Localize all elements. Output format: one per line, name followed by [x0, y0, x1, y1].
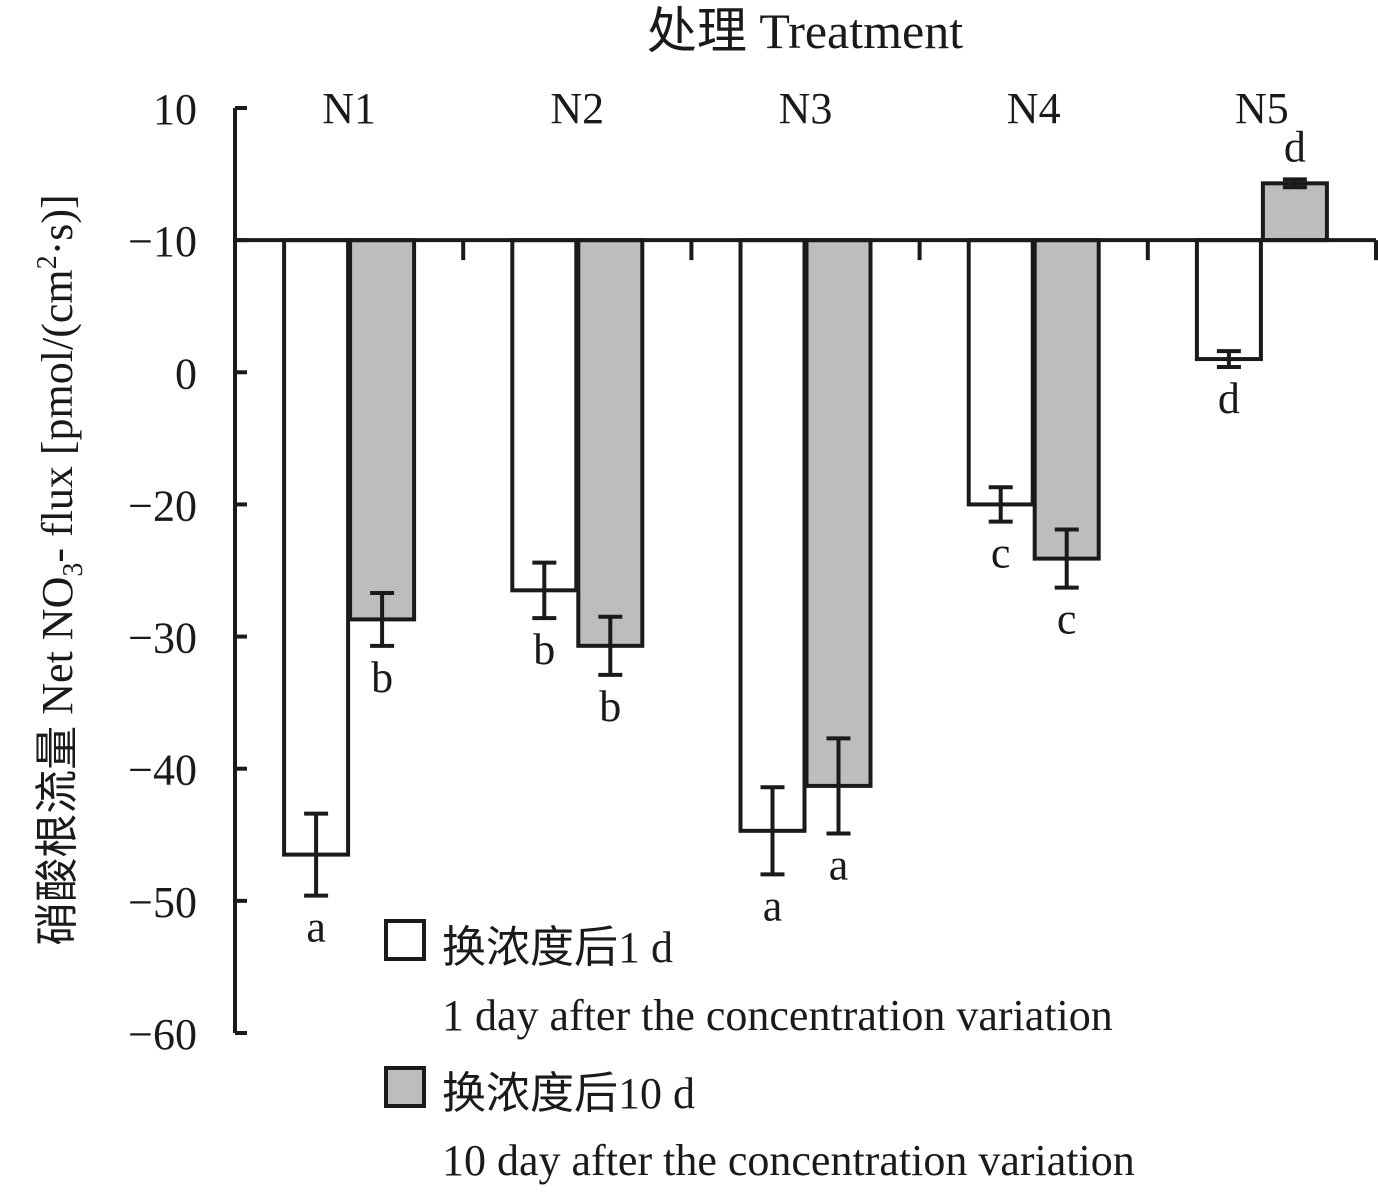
significance-letter: b [599, 682, 621, 731]
significance-letter: c [1057, 595, 1077, 644]
significance-letter: b [371, 653, 393, 702]
bar-1d-n2 [510, 238, 579, 593]
legend-label-1d-zh: 换浓度后1 d [442, 923, 673, 972]
bar-10d-n5 [1260, 181, 1329, 243]
legend-swatch-1d [384, 919, 426, 961]
y-tick-label: 0 [175, 349, 197, 398]
legend-label-1d-en: 1 day after the concentration variation [442, 991, 1113, 1040]
y-tick-label: −50 [128, 878, 197, 927]
bar-1d-n4 [966, 238, 1035, 507]
significance-letter: a [306, 903, 326, 952]
significance-letter: c [991, 529, 1011, 578]
bar-10d-n1 [348, 238, 417, 622]
plot-area: 10−100−20−30−40−50−60N1abN2bbN3aaN4ccN5d… [128, 84, 1378, 1059]
significance-letter: d [1218, 374, 1240, 423]
significance-letter: d [1284, 122, 1306, 171]
y-tick-label: −20 [128, 481, 197, 530]
bar-10d-n2 [576, 238, 645, 648]
significance-letter: a [763, 881, 783, 930]
bar-1d-n5 [1194, 238, 1263, 362]
legend-label-10d-en: 10 day after the concentration variation [442, 1136, 1135, 1185]
y-tick-label: −40 [128, 746, 197, 795]
category-label: N4 [1007, 84, 1061, 133]
y-tick-label: −30 [128, 614, 197, 663]
y-tick-label: 10 [153, 85, 197, 134]
category-label: N3 [779, 84, 833, 133]
significance-letter: b [533, 625, 555, 674]
y-tick-label: −10 [128, 217, 197, 266]
category-label: N1 [322, 84, 376, 133]
chart-title: 处理 Treatment [647, 3, 963, 59]
bar-1d-n1 [282, 238, 351, 857]
bar-10d-n4 [1032, 238, 1101, 561]
y-tick-label: −60 [128, 1010, 197, 1059]
bar-1d-n3 [738, 238, 807, 833]
legend: 换浓度后1 d 1 day after the concentration va… [384, 919, 1135, 1185]
y-axis-label: 硝酸根流量 Net NO3- flux [pmol/(cm2·s)] [32, 194, 89, 945]
significance-letter: a [829, 840, 849, 889]
legend-swatch-10d [384, 1066, 426, 1108]
category-label: N2 [550, 84, 604, 133]
legend-label-10d-zh: 换浓度后10 d [442, 1069, 695, 1118]
category-label: N5 [1235, 84, 1289, 133]
bar-10d-n3 [804, 238, 873, 788]
